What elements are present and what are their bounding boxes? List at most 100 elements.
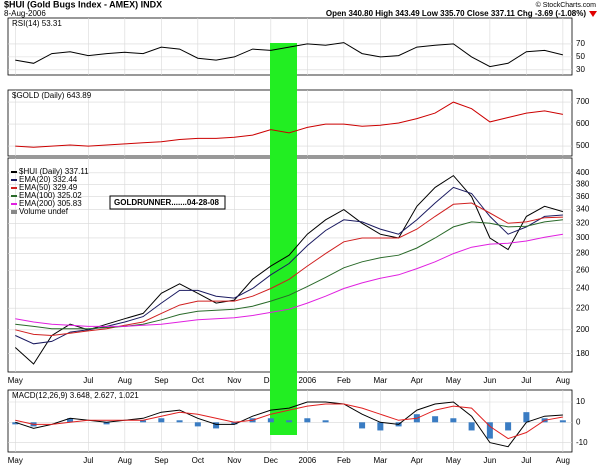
- y-tick-label: 200: [576, 325, 590, 334]
- series-line: [15, 233, 563, 327]
- annotation: GOLDRUNNER.......04-28-08: [114, 198, 219, 207]
- histogram-bar: [12, 422, 19, 425]
- series-line: [15, 202, 563, 337]
- histogram-bar: [140, 420, 147, 423]
- legend-swatch: [11, 210, 17, 214]
- series-line: [15, 42, 564, 68]
- y-tick-label: 380: [576, 180, 590, 189]
- x-tick-label: May: [8, 376, 23, 385]
- histogram-bar: [359, 422, 366, 429]
- histogram-bar: [103, 422, 110, 425]
- y-tick-label: 0: [576, 417, 581, 426]
- y-tick-label: 50: [576, 52, 585, 61]
- x-tick-label: Apr: [411, 376, 424, 385]
- histogram-bar: [377, 422, 384, 431]
- marks: RSI(14) 53.31 $GOLD (Daily) 643.89 $HUI (D…: [11, 19, 566, 448]
- x-tick-label: Apr: [411, 456, 424, 465]
- panel-title: RSI(14) 53.31: [12, 19, 62, 28]
- x-tick-label: Jul: [83, 456, 93, 465]
- x-tick-label: Nov: [227, 456, 241, 465]
- y-tick-label: 600: [576, 119, 590, 128]
- y-tick-label: 70: [576, 39, 585, 48]
- x-tick-label: Jul: [521, 376, 531, 385]
- x-tick-label: Aug: [118, 456, 132, 465]
- y-tick-label: 400: [576, 168, 590, 177]
- histogram-bar: [322, 420, 329, 423]
- x-tick-label: Oct: [192, 376, 205, 385]
- x-tick-label: Jun: [483, 456, 496, 465]
- y-tick-label: -10: [576, 438, 588, 447]
- x-tick-label: Mar: [373, 456, 387, 465]
- header-date: 8-Aug-2006: [4, 9, 46, 18]
- x-tick-label: Sep: [154, 376, 169, 385]
- quote: Open 340.80 High 343.49 Low 335.70 Close…: [326, 9, 586, 18]
- series-line: [15, 401, 563, 448]
- legend-label: $HUI (Daily) 337.11: [19, 167, 89, 176]
- y-tick-label: 180: [576, 349, 590, 358]
- y-tick-label: 360: [576, 192, 590, 201]
- x-tick-label: Dec: [264, 456, 278, 465]
- histogram-bar: [432, 416, 439, 423]
- x-tick-label: Sep: [154, 456, 169, 465]
- credit: © StockCharts.com: [536, 1, 597, 9]
- histogram-bar: [523, 412, 530, 423]
- x-tick-label: Jun: [483, 376, 496, 385]
- histogram-bar: [286, 420, 293, 423]
- series-line: [15, 101, 563, 148]
- x-tick-label: May: [8, 456, 23, 465]
- y-tick-label: 300: [576, 233, 590, 242]
- series-line: [14, 174, 564, 365]
- highlight-band: [270, 43, 297, 435]
- y-tick-label: 340: [576, 205, 590, 214]
- histogram-bar: [505, 422, 512, 431]
- histogram-bar: [267, 418, 274, 423]
- x-tick-label: Aug: [118, 376, 132, 385]
- down-arrow: [589, 11, 597, 17]
- histogram-bar: [468, 422, 475, 431]
- y-tick-label: 280: [576, 249, 590, 258]
- y-tick-label: 260: [576, 265, 590, 274]
- histogram-bar: [158, 418, 165, 423]
- legend-label: EMA(20) 332.44: [19, 175, 78, 184]
- legend-label: EMA(100) 325.02: [19, 191, 82, 200]
- x-tick-label: Jul: [521, 456, 531, 465]
- y-tick-label: 220: [576, 303, 590, 312]
- x-tick-label: Mar: [373, 376, 387, 385]
- x-tick-label: Feb: [337, 456, 351, 465]
- series-line: [15, 403, 563, 440]
- x-tick-label: Oct: [192, 456, 205, 465]
- y-tick-label: 240: [576, 284, 590, 293]
- histogram-bar: [450, 418, 457, 423]
- histogram-bar: [213, 422, 220, 429]
- y-tick-label: 10: [576, 397, 585, 406]
- annotation-box: [109, 195, 226, 210]
- histogram-bar: [67, 418, 74, 423]
- histogram-bar: [194, 422, 201, 427]
- legend-label: EMA(200) 305.83: [19, 199, 82, 208]
- histogram-bar: [559, 420, 566, 423]
- x-tick-label: Feb: [337, 376, 351, 385]
- histogram-bar: [304, 418, 311, 423]
- legend-label: Volume undef: [19, 207, 69, 216]
- x-tick-label: May: [446, 456, 461, 465]
- x-tick-label: 2006: [298, 456, 316, 465]
- legend-label: EMA(50) 329.49: [19, 183, 78, 192]
- x-tick-label: May: [446, 376, 461, 385]
- x-tick-label: Nov: [227, 376, 241, 385]
- x-tick-label: Aug: [556, 456, 570, 465]
- y-tick-label: 500: [576, 141, 590, 150]
- y-tick-label: 30: [576, 65, 585, 74]
- y-tick-label: 320: [576, 218, 590, 227]
- x-tick-label: Aug: [556, 376, 570, 385]
- x-tick-label: 2006: [298, 376, 316, 385]
- y-tick-label: 700: [576, 97, 590, 106]
- histogram-bar: [486, 422, 493, 439]
- series-line: [15, 219, 563, 330]
- histogram-bar: [176, 420, 183, 423]
- histogram-bar: [231, 422, 238, 425]
- x-tick-label: Jul: [83, 376, 93, 385]
- panel-title: $GOLD (Daily) 643.89: [12, 91, 92, 100]
- panel-title: MACD(12,26,9) 3.648, 2.627, 1.021: [12, 391, 139, 400]
- header-title: $HUI (Gold Bugs Index - AMEX) INDX: [4, 0, 162, 9]
